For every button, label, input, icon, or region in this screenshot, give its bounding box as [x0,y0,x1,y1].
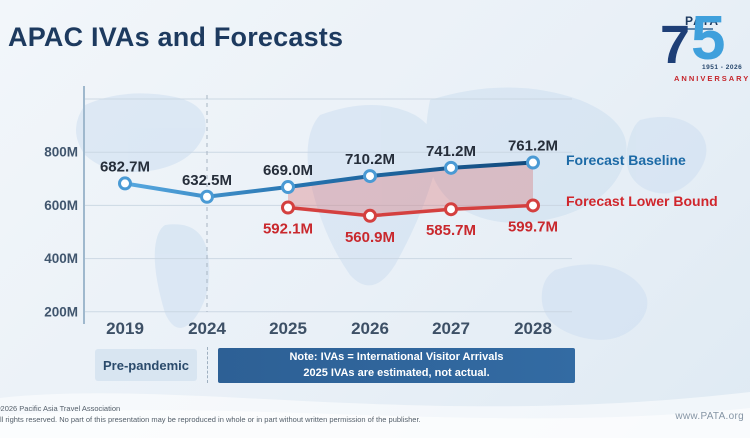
x-axis-year-label: 2024 [188,319,226,338]
logo-anniversary-label: ANNIVERSARY [674,74,750,83]
logo-years: 1951 - 2026 [702,64,743,71]
lower-bound-line [286,203,535,218]
note-line-2: 2025 IVAs are estimated, not actual. [303,366,490,379]
pata-tagline-bar [686,28,713,30]
lower-bound-value-label: 592.1M [263,221,313,238]
legend-forecast-lower-bound: Forecast Lower Bound [566,193,718,209]
lower-bound-marker [363,208,377,223]
baseline-marker [281,180,295,195]
baseline-value-label: 710.2M [345,151,395,168]
y-axis-tick-label: 800M [44,145,78,160]
logo-digit-7: 7 [660,15,691,75]
baseline-line [123,160,535,199]
baseline-marker [363,169,377,184]
baseline-value-label: 682.7M [100,158,150,175]
legend-forecast-baseline: Forecast Baseline [566,152,686,168]
forecast-range-band [288,162,533,216]
x-axis-year-label: 2019 [106,319,144,338]
baseline-marker [118,176,132,191]
baseline-marker [444,160,458,175]
lower-bound-marker [281,200,295,215]
x-axis-year-label: 2028 [514,319,552,338]
dashed-divider [207,347,208,383]
y-axis-tick-label: 600M [44,198,78,213]
pre-pandemic-label: Pre-pandemic [103,357,189,373]
y-axis-tick-label: 200M [44,304,78,319]
baseline-marker [526,155,540,170]
copyright-line: ©2026 Pacific Asia Travel Association [0,404,121,413]
pata-75-logo: PATA 5 7 1951 - 2026 ANNIVERSARY [658,6,748,94]
note-box: Note: IVAs = International Visitor Arriv… [218,348,575,383]
lower-bound-value-label: 560.9M [345,229,395,246]
rights-line: All rights reserved. No part of this pre… [0,415,421,425]
baseline-value-label: 632.5M [182,172,232,189]
page-title: APAC IVAs and Forecasts [8,22,344,52]
website-url: www.PATA.org [675,411,744,422]
pre-pandemic-badge: Pre-pandemic [95,349,197,381]
x-axis-year-label: 2026 [351,319,389,338]
copyright-footer: ©2026 Pacific Asia Travel Association Al… [0,403,421,426]
lower-bound-marker [526,198,540,213]
baseline-marker [200,189,214,204]
note-line-1: Note: IVAs = International Visitor Arriv… [289,350,504,363]
lower-bound-marker [444,202,458,217]
lower-bound-value-label: 599.7M [508,218,558,235]
x-axis-year-label: 2025 [269,319,307,338]
y-axis-tick-label: 400M [44,251,78,266]
baseline-value-label: 741.2M [426,143,476,160]
pata-wordmark: PATA [685,14,719,28]
lower-bound-value-label: 585.7M [426,222,476,239]
baseline-value-label: 761.2M [508,138,558,155]
logo-digit-5: 5 [691,4,726,73]
x-axis-year-label: 2027 [432,319,470,338]
baseline-value-label: 669.0M [263,162,313,179]
